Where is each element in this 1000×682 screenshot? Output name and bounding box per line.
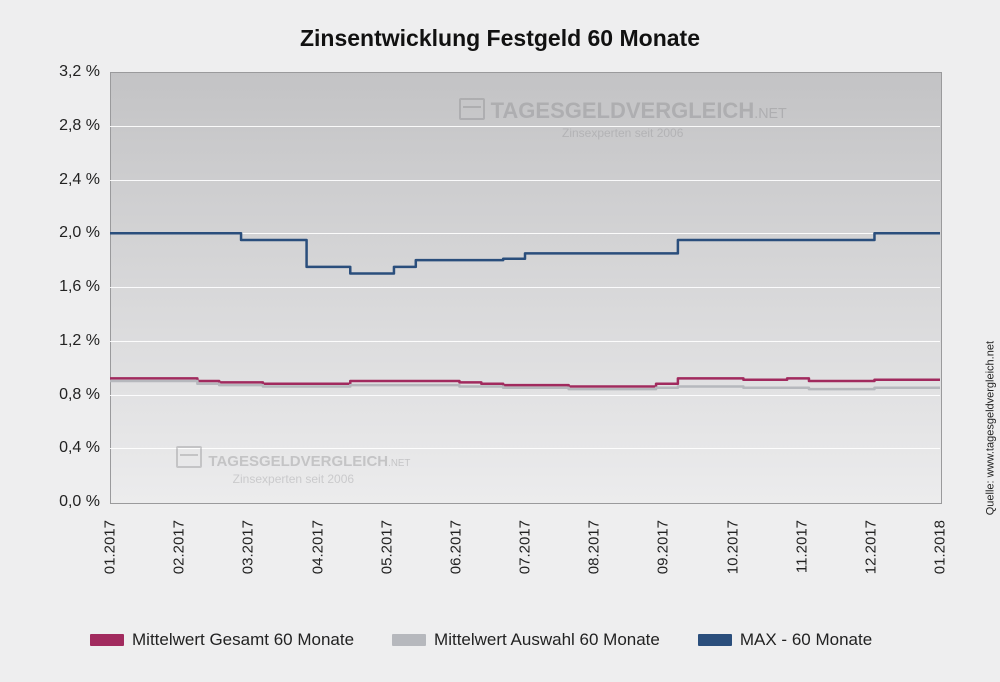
- y-tick-label: 2,8 %: [59, 117, 100, 135]
- x-tick-label: 06.2017: [447, 520, 464, 574]
- legend: Mittelwert Gesamt 60 Monate Mittelwert Au…: [90, 630, 872, 650]
- legend-swatch: [698, 634, 732, 646]
- x-tick-label: 04.2017: [309, 520, 326, 574]
- x-tick-label: 10.2017: [724, 520, 741, 574]
- x-tick-label: 08.2017: [586, 520, 603, 574]
- y-tick-label: 2,4 %: [59, 171, 100, 189]
- legend-label: MAX - 60 Monate: [740, 630, 872, 650]
- legend-label: Mittelwert Auswahl 60 Monate: [434, 630, 660, 650]
- legend-item: Mittelwert Gesamt 60 Monate: [90, 630, 354, 650]
- legend-swatch: [392, 634, 426, 646]
- x-tick-label: 01.2017: [102, 520, 119, 574]
- legend-item: MAX - 60 Monate: [698, 630, 872, 650]
- legend-item: Mittelwert Auswahl 60 Monate: [392, 630, 660, 650]
- x-tick-label: 12.2017: [862, 520, 879, 574]
- legend-swatch: [90, 634, 124, 646]
- y-tick-label: 3,2 %: [59, 63, 100, 81]
- chart-title: Zinsentwicklung Festgeld 60 Monate: [0, 25, 1000, 52]
- plot-area: 0,0 %0,4 %0,8 %1,2 %1,6 %2,0 %2,4 %2,8 %…: [110, 72, 940, 502]
- x-tick-label: 01.2018: [932, 520, 949, 574]
- source-text: Quelle: www.tagesgeldvergleich.net: [984, 341, 996, 515]
- x-tick-label: 03.2017: [240, 520, 257, 574]
- y-tick-label: 0,0 %: [59, 493, 100, 511]
- x-tick-label: 07.2017: [517, 520, 534, 574]
- y-tick-label: 0,8 %: [59, 386, 100, 404]
- chart-container: Zinsentwicklung Festgeld 60 Monate 0,0 %…: [0, 0, 1000, 682]
- y-tick-label: 1,6 %: [59, 278, 100, 296]
- y-tick-label: 1,2 %: [59, 332, 100, 350]
- y-tick-label: 0,4 %: [59, 439, 100, 457]
- legend-label: Mittelwert Gesamt 60 Monate: [132, 630, 354, 650]
- x-tick-label: 02.2017: [171, 520, 188, 574]
- line-layer: [110, 72, 940, 502]
- x-tick-label: 05.2017: [378, 520, 395, 574]
- y-tick-label: 2,0 %: [59, 224, 100, 242]
- x-tick-label: 11.2017: [793, 520, 810, 573]
- series-line: [110, 233, 940, 273]
- x-tick-label: 09.2017: [655, 520, 672, 574]
